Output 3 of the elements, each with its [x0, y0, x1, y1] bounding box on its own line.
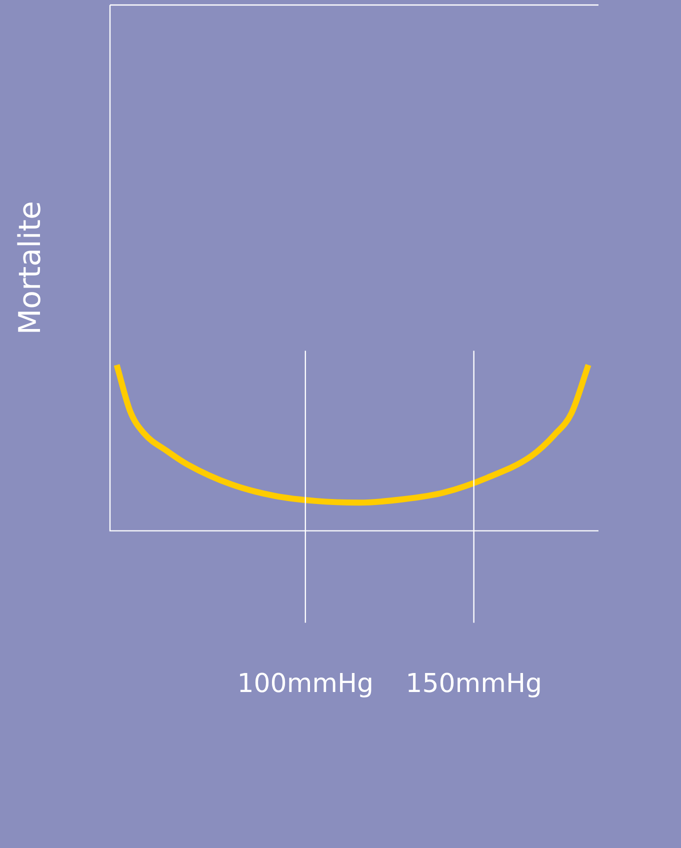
- x-tick-label: 100mmHg: [237, 669, 374, 700]
- y-axis-title: Mortalite: [12, 201, 48, 335]
- x-tick-label: 150mmHg: [406, 669, 542, 700]
